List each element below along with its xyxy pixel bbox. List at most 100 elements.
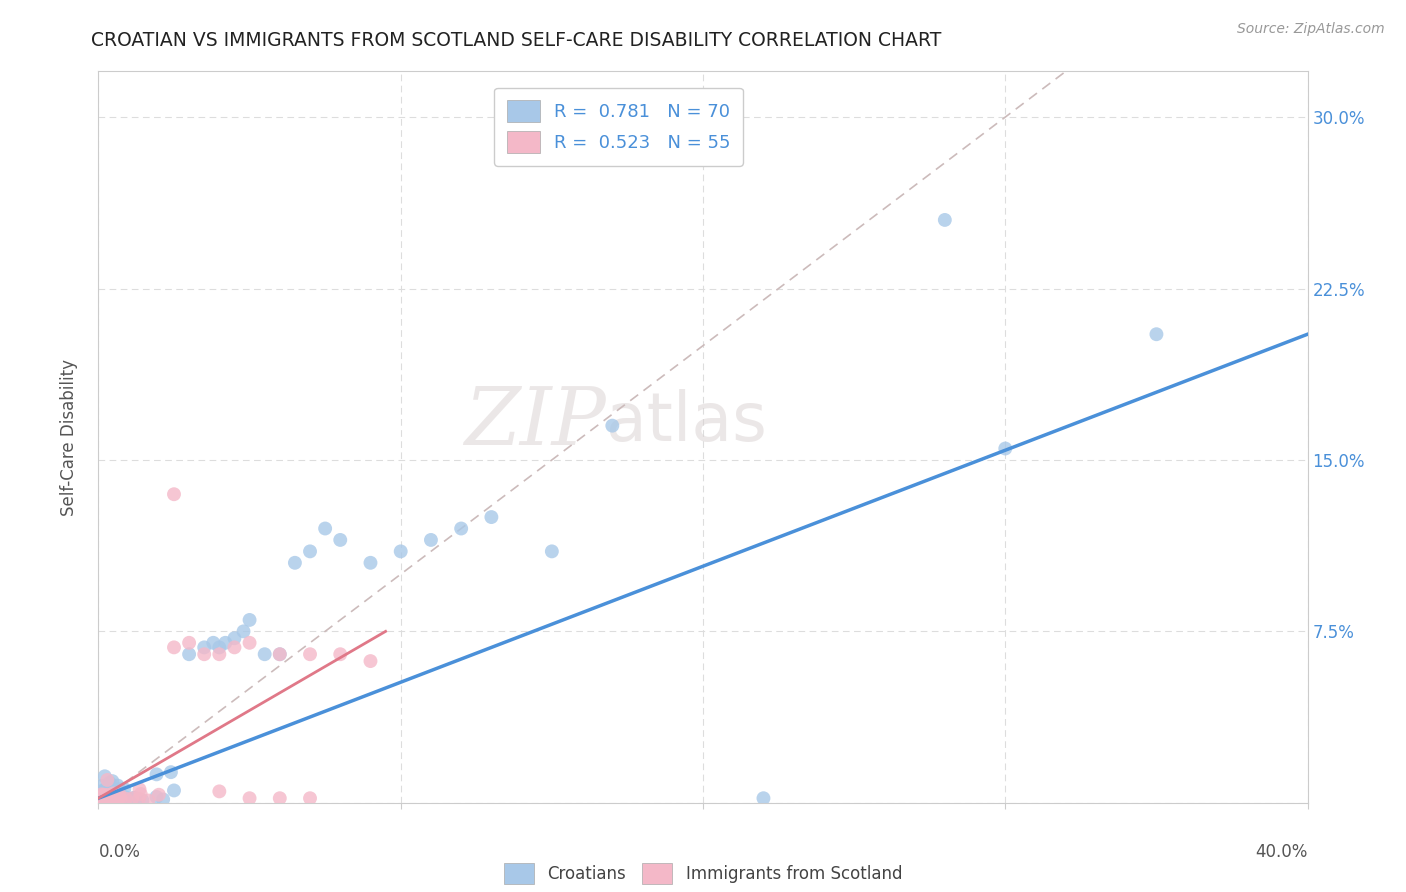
Point [94, 769, 117, 783]
Point [103, 792, 125, 806]
Point [299, 544, 322, 558]
Point [602, 418, 624, 433]
Point [93, 793, 115, 807]
Point [90, 784, 112, 798]
Point [129, 787, 152, 801]
Text: atlas: atlas [606, 390, 768, 456]
Point [100, 793, 122, 807]
Point [104, 793, 127, 807]
Point [101, 789, 124, 803]
Point [329, 533, 352, 547]
Point [420, 533, 443, 547]
Point [108, 791, 131, 805]
Point [98, 776, 121, 790]
Point [101, 793, 124, 807]
Point [104, 793, 127, 807]
Point [97, 793, 120, 807]
Point [93, 789, 115, 804]
Point [202, 636, 225, 650]
Point [163, 640, 186, 655]
Point [1144, 327, 1167, 342]
Point [239, 613, 262, 627]
Point [98, 793, 121, 807]
Text: ZIP: ZIP [464, 384, 606, 461]
Point [107, 793, 129, 807]
Point [128, 791, 150, 805]
Point [145, 789, 167, 804]
Point [91, 793, 114, 807]
Point [112, 782, 135, 797]
Point [193, 647, 215, 661]
Point [103, 783, 125, 797]
Point [481, 510, 503, 524]
Point [214, 636, 236, 650]
Point [103, 785, 125, 799]
Point [299, 647, 322, 661]
Point [450, 521, 472, 535]
Point [93, 785, 115, 799]
Point [105, 790, 128, 805]
Y-axis label: Self-Care Disability: Self-Care Disability [59, 359, 77, 516]
Point [118, 793, 141, 807]
Point [115, 793, 138, 807]
Text: CROATIAN VS IMMIGRANTS FROM SCOTLAND SELF-CARE DISABILITY CORRELATION CHART: CROATIAN VS IMMIGRANTS FROM SCOTLAND SEL… [91, 31, 942, 50]
Point [90, 788, 112, 802]
Point [105, 793, 128, 807]
Point [131, 793, 153, 807]
Point [90, 789, 112, 803]
Point [110, 793, 132, 807]
Point [107, 789, 129, 803]
Point [329, 647, 352, 661]
Point [232, 624, 254, 639]
Point [121, 791, 143, 805]
Point [90, 789, 112, 804]
Point [360, 556, 382, 570]
Point [96, 789, 118, 804]
Point [91, 793, 114, 807]
Point [160, 765, 183, 780]
Point [152, 792, 174, 806]
Text: Source: ZipAtlas.com: Source: ZipAtlas.com [1237, 22, 1385, 37]
Text: 0.0%: 0.0% [98, 843, 141, 861]
Point [208, 647, 231, 661]
Point [994, 442, 1017, 456]
Point [193, 640, 215, 655]
Point [90, 787, 112, 801]
Point [96, 793, 118, 807]
Point [97, 791, 120, 805]
Point [96, 785, 118, 799]
Point [128, 782, 150, 797]
Point [224, 632, 246, 646]
Point [148, 788, 170, 802]
Point [101, 792, 124, 806]
Point [93, 788, 115, 802]
Point [90, 789, 112, 804]
Point [124, 791, 146, 805]
Point [103, 786, 125, 800]
Point [360, 654, 382, 668]
Point [114, 790, 136, 805]
Point [179, 647, 201, 661]
Point [93, 793, 115, 807]
Point [98, 792, 121, 806]
Point [122, 791, 145, 805]
Text: 40.0%: 40.0% [1256, 843, 1308, 861]
Point [127, 793, 149, 807]
Point [163, 783, 186, 797]
Point [90, 793, 112, 807]
Point [98, 784, 121, 798]
Point [90, 793, 112, 807]
Point [96, 781, 118, 796]
Point [101, 774, 124, 789]
Point [389, 544, 412, 558]
Point [224, 640, 246, 655]
Point [94, 789, 117, 803]
Point [103, 793, 125, 807]
Point [115, 791, 138, 805]
Point [96, 790, 118, 805]
Point [97, 788, 120, 802]
Point [314, 521, 336, 535]
Point [93, 792, 115, 806]
Point [96, 772, 118, 787]
Point [163, 487, 186, 501]
